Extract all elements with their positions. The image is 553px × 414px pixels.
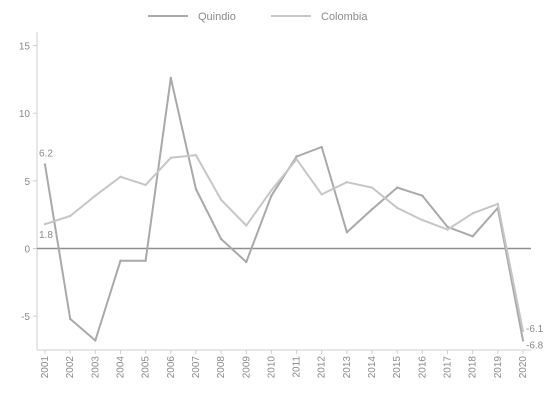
data-point-quindio — [68, 317, 72, 321]
x-tick-label: 2003 — [90, 356, 101, 379]
data-point-colombia — [219, 198, 223, 201]
x-tick-label: 2004 — [115, 356, 126, 379]
data-point-colombia — [119, 175, 122, 178]
data-point-quindio — [345, 231, 349, 234]
data-point-quindio — [194, 187, 198, 191]
data-point-quindio — [421, 194, 424, 197]
x-tick-label: 2013 — [342, 356, 353, 379]
x-tick-label: 2001 — [40, 356, 51, 379]
series-line-quindio — [44, 77, 524, 342]
data-point-colombia — [194, 153, 198, 157]
data-point-colombia — [270, 189, 273, 192]
x-tick-label: 2017 — [443, 356, 454, 379]
x-tick-label: 2009 — [241, 356, 252, 379]
data-point-colombia — [68, 214, 72, 218]
x-tick-label: 2002 — [65, 356, 76, 379]
data-label-quindio: 6.2 — [39, 149, 53, 160]
x-tick-label: 2010 — [266, 356, 277, 379]
data-point-quindio — [94, 339, 97, 342]
x-tick-label: 2007 — [191, 356, 202, 379]
x-tick-label: 2008 — [216, 356, 227, 379]
data-point-quindio — [144, 259, 147, 262]
x-tick-label: 2016 — [417, 356, 428, 379]
y-tick-label: 10 — [19, 109, 31, 120]
data-point-colombia — [345, 181, 349, 184]
data-point-colombia — [144, 183, 147, 187]
data-point-quindio — [320, 145, 323, 149]
data-label-colombia: -6.1 — [526, 324, 544, 335]
data-point-quindio — [446, 225, 449, 229]
data-label-colombia: 1.8 — [39, 230, 53, 241]
data-point-quindio — [43, 163, 47, 166]
data-point-quindio — [119, 259, 122, 262]
series-line-colombia — [44, 154, 524, 332]
data-point-quindio — [521, 339, 525, 342]
data-point-quindio — [471, 235, 474, 238]
data-point-colombia — [521, 329, 525, 333]
data-point-colombia — [421, 218, 424, 222]
x-tick-label: 2015 — [392, 356, 403, 379]
data-point-quindio — [245, 260, 248, 264]
x-tick-label: 2012 — [317, 356, 328, 379]
x-tick-label: 2006 — [166, 356, 177, 379]
data-point-colombia — [94, 194, 97, 197]
y-tick-label: 0 — [24, 245, 30, 256]
x-tick-label: 2011 — [292, 356, 303, 378]
x-tick-label: 2018 — [468, 356, 479, 379]
data-point-colombia — [245, 224, 248, 227]
data-point-quindio — [270, 194, 273, 197]
x-tick-label: 2005 — [141, 356, 152, 379]
legend-label-colombia: Colombia — [321, 11, 368, 23]
data-point-colombia — [471, 212, 474, 215]
data-point-colombia — [295, 158, 298, 161]
data-point-colombia — [43, 222, 47, 226]
data-point-quindio — [219, 237, 223, 241]
data-point-quindio — [295, 155, 298, 158]
x-tick-label: 2019 — [493, 356, 504, 379]
y-tick-label: -5 — [21, 312, 30, 323]
data-point-quindio — [169, 76, 172, 80]
legend-label-quindio: Quindio — [198, 11, 236, 23]
data-point-quindio — [396, 186, 399, 189]
data-point-quindio — [370, 208, 374, 211]
y-tick-label: 15 — [19, 42, 31, 53]
data-label-quindio: -6.8 — [526, 341, 544, 352]
x-tick-label: 2020 — [518, 356, 529, 379]
data-point-colombia — [169, 156, 172, 160]
data-point-colombia — [396, 206, 399, 210]
data-point-colombia — [496, 202, 500, 206]
x-tick-label: 2014 — [367, 356, 378, 379]
y-tick-label: 5 — [24, 177, 30, 188]
data-point-colombia — [370, 186, 374, 189]
data-point-colombia — [446, 228, 449, 231]
data-point-colombia — [320, 193, 323, 196]
